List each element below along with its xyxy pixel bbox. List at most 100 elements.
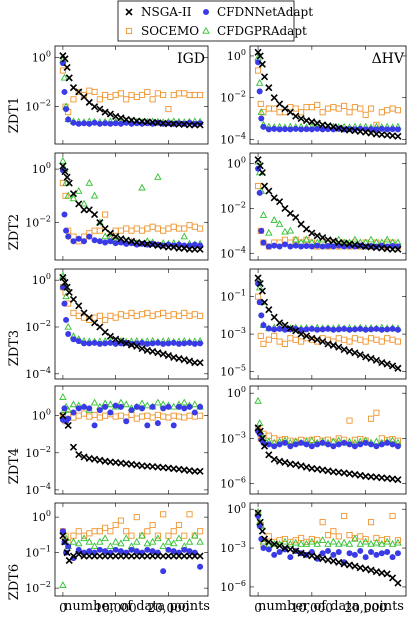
data-point: [74, 187, 83, 194]
data-point: [329, 537, 338, 545]
data-point: [394, 579, 402, 587]
point-stroke: [345, 240, 354, 248]
data-point: [170, 548, 177, 555]
data-point: [75, 88, 83, 96]
data-point: [373, 126, 380, 133]
point-stroke: [65, 288, 73, 296]
point-stroke: [351, 562, 359, 570]
data-point: [270, 540, 278, 548]
data-point: [138, 344, 146, 353]
data-point: [258, 60, 266, 68]
data-point: [75, 412, 82, 419]
data-point: [91, 339, 98, 346]
data-point: [186, 511, 193, 518]
tick-exponent: 0: [241, 48, 246, 57]
data-point: [276, 126, 283, 133]
data-point: [197, 412, 204, 419]
data-point: [139, 405, 146, 412]
series-nsga-ii: [254, 48, 402, 140]
tick-base: 10: [25, 321, 39, 334]
data-point: [255, 293, 262, 300]
data-point: [378, 326, 385, 333]
y-tick-label: 10−2: [220, 200, 246, 215]
data-point: [197, 225, 204, 232]
data-point: [170, 422, 177, 429]
data-point: [281, 227, 289, 235]
data-point: [357, 533, 364, 540]
data-point: [260, 322, 267, 329]
point-stroke: [75, 550, 83, 558]
point-stroke: [276, 457, 284, 465]
data-point: [59, 393, 67, 400]
data-point: [61, 300, 68, 307]
point-stroke: [59, 532, 67, 540]
point-stroke: [254, 156, 262, 164]
data-point: [91, 552, 99, 560]
panels: 10010−210010−210−410010−210010−210−41001…: [25, 45, 407, 615]
data-point: [314, 537, 321, 544]
data-point: [330, 443, 337, 450]
data-point: [154, 532, 161, 539]
series-nsga-ii: [254, 509, 402, 587]
point-stroke: [340, 469, 348, 477]
point-stroke: [351, 470, 359, 478]
data-point: [319, 519, 326, 526]
x-tick-label: 10,000: [291, 601, 333, 615]
data-point: [91, 227, 98, 234]
data-point: [362, 565, 370, 573]
data-point: [297, 114, 305, 123]
data-point: [384, 326, 391, 333]
data-point: [181, 405, 188, 412]
data-point: [372, 538, 381, 546]
data-point: [286, 108, 294, 116]
data-point: [257, 108, 266, 115]
data-point: [144, 546, 151, 553]
data-point: [65, 288, 73, 296]
data-point: [314, 441, 321, 448]
data-point: [160, 227, 167, 234]
tick-exponent: −4: [39, 366, 51, 375]
data-point: [313, 232, 321, 240]
data-point: [276, 198, 284, 206]
data-point: [303, 243, 310, 250]
data-point: [298, 326, 305, 333]
x-axis-label-left: number of data points: [64, 599, 210, 614]
data-point: [144, 309, 151, 316]
data-point: [286, 226, 295, 234]
data-point: [394, 326, 401, 333]
data-point: [297, 540, 305, 547]
tick-base: 10: [220, 133, 234, 146]
data-point: [314, 555, 321, 562]
data-point: [123, 312, 130, 319]
data-point: [75, 88, 82, 95]
data-point: [388, 362, 397, 370]
point-stroke: [170, 552, 178, 560]
data-point: [286, 324, 294, 333]
data-point: [75, 312, 82, 319]
data-point: [345, 347, 354, 355]
data-point: [138, 399, 146, 407]
data-point: [314, 125, 321, 132]
data-point: [90, 398, 99, 406]
data-point: [257, 100, 264, 107]
data-point: [133, 403, 140, 410]
data-point: [86, 120, 93, 127]
data-point: [258, 527, 266, 535]
data-point: [298, 243, 305, 250]
data-point: [260, 239, 267, 246]
data-point: [383, 360, 391, 368]
data-point: [107, 528, 114, 535]
point-stroke: [372, 568, 380, 576]
data-point: [362, 554, 369, 561]
data-point: [165, 225, 172, 232]
point-stroke: [367, 129, 375, 137]
data-point: [86, 340, 93, 347]
data-point: [329, 237, 337, 245]
data-point: [281, 340, 289, 347]
data-point: [102, 403, 109, 410]
data-point: [286, 545, 294, 553]
data-point: [303, 126, 310, 133]
data-point: [281, 544, 289, 552]
tick-exponent: 0: [46, 272, 51, 281]
